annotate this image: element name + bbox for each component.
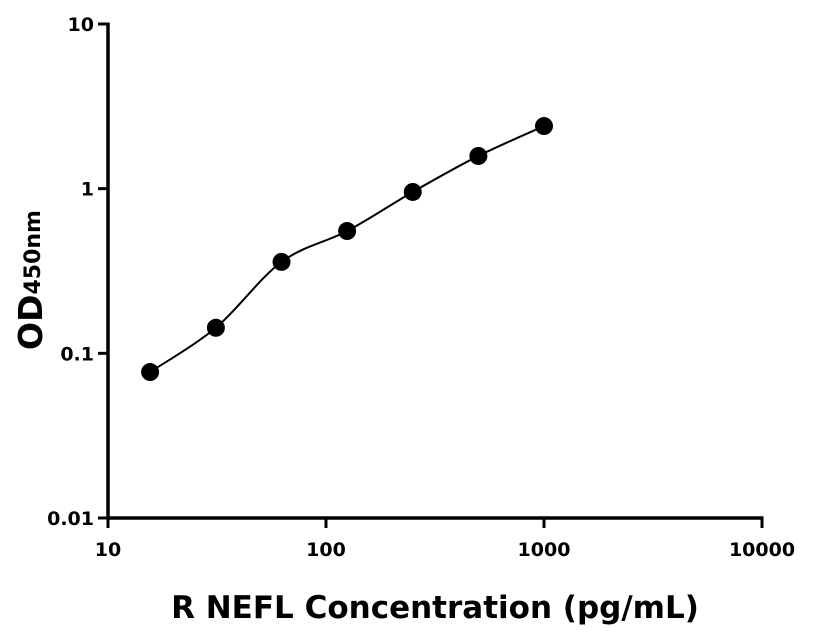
x-tick-label: 1000	[518, 539, 571, 561]
y-axis-label-subscript: 450nm	[21, 210, 46, 295]
y-tick-label: 10	[68, 14, 94, 36]
x-tick-label: 100	[306, 539, 346, 561]
data-point	[272, 252, 291, 271]
x-axis-label: R NEFL Concentration (pg/mL)	[171, 590, 699, 626]
y-tick-label: 0.01	[47, 508, 94, 530]
fit-curve	[149, 125, 545, 373]
y-tick-label: 1	[81, 179, 94, 201]
x-tick-label: 10000	[729, 539, 795, 561]
y-tick-label: 0.1	[60, 343, 94, 365]
x-tick-label: 10	[95, 539, 121, 561]
data-point	[535, 117, 553, 136]
data-point	[206, 318, 225, 337]
data-point	[338, 222, 357, 241]
data-point	[141, 363, 160, 382]
y-axis-label: OD450nm	[11, 210, 50, 350]
data-point	[469, 146, 488, 165]
data-point	[403, 182, 422, 201]
y-axis-label-main: OD	[11, 295, 50, 350]
